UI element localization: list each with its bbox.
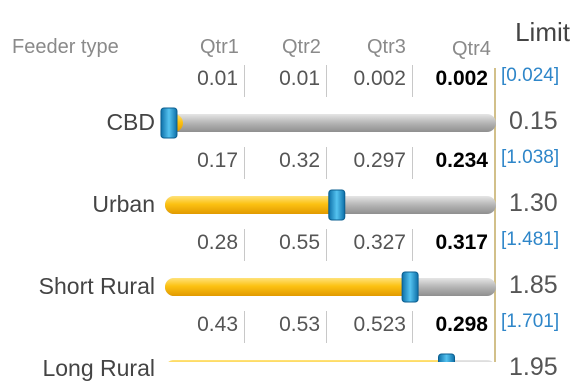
column-divider xyxy=(412,311,413,343)
qtr1-header: Qtr1 xyxy=(200,36,239,58)
short-rural-qtr4-value: 0.317 xyxy=(435,231,488,254)
column-divider xyxy=(244,229,245,261)
long-rural-slider-handle[interactable] xyxy=(438,353,456,362)
short-rural-slider-handle[interactable] xyxy=(401,271,419,303)
qtr2-header: Qtr2 xyxy=(282,36,321,58)
cbd-bar-track xyxy=(165,114,496,132)
column-divider xyxy=(326,229,327,261)
cbd-qtr4-value: 0.002 xyxy=(435,67,488,90)
short-rural-qtr3-value: 0.327 xyxy=(353,231,406,254)
cbd-limit-value: 0.15 xyxy=(509,107,558,135)
urban-qtr1-value: 0.17 xyxy=(197,149,238,172)
cbd-cumulative-value: [0.024] xyxy=(501,65,560,86)
long-rural-cumulative-value: [1.701] xyxy=(501,311,560,332)
urban-row-label: Urban xyxy=(92,191,155,217)
urban-limit-value: 1.30 xyxy=(509,189,558,217)
short-rural-limit-value: 1.85 xyxy=(509,271,558,299)
cbd-row-label: CBD xyxy=(106,109,155,135)
long-rural-qtr2-value: 0.53 xyxy=(279,313,320,336)
limit-header: Limit xyxy=(515,17,570,47)
urban-bar-fill xyxy=(165,196,337,214)
long-rural-qtr1-value: 0.43 xyxy=(197,313,238,336)
short-rural-bar-fill xyxy=(165,278,411,296)
urban-qtr2-value: 0.32 xyxy=(279,149,320,172)
cbd-qtr2-value: 0.01 xyxy=(279,67,320,90)
column-divider xyxy=(326,147,327,179)
short-rural-cumulative-value: [1.481] xyxy=(501,229,560,250)
column-divider xyxy=(412,147,413,179)
column-divider xyxy=(412,229,413,261)
short-rural-qtr2-value: 0.55 xyxy=(279,231,320,254)
column-divider xyxy=(244,65,245,97)
cbd-qtr1-value: 0.01 xyxy=(197,67,238,90)
column-divider xyxy=(244,147,245,179)
column-divider xyxy=(412,65,413,97)
cbd-slider-handle[interactable] xyxy=(160,107,178,139)
limit-line xyxy=(494,68,496,362)
slider-bars xyxy=(160,107,496,362)
column-divider xyxy=(326,311,327,343)
qtr3-header: Qtr3 xyxy=(367,36,406,58)
urban-qtr4-value: 0.234 xyxy=(435,149,488,172)
short-rural-row-label: Short Rural xyxy=(38,273,155,299)
feeder-type-header: Feeder type xyxy=(12,36,119,58)
column-divider xyxy=(326,65,327,97)
urban-cumulative-value: [1.038] xyxy=(501,147,560,168)
long-rural-qtr3-value: 0.523 xyxy=(353,313,406,336)
column-divider xyxy=(244,311,245,343)
cbd-qtr3-value: 0.002 xyxy=(353,67,406,90)
short-rural-qtr1-value: 0.28 xyxy=(197,231,238,254)
long-rural-qtr4-value: 0.298 xyxy=(435,313,488,336)
urban-qtr3-value: 0.297 xyxy=(353,149,406,172)
qtr4-header: Qtr4 xyxy=(452,38,491,60)
urban-slider-handle[interactable] xyxy=(328,189,346,221)
